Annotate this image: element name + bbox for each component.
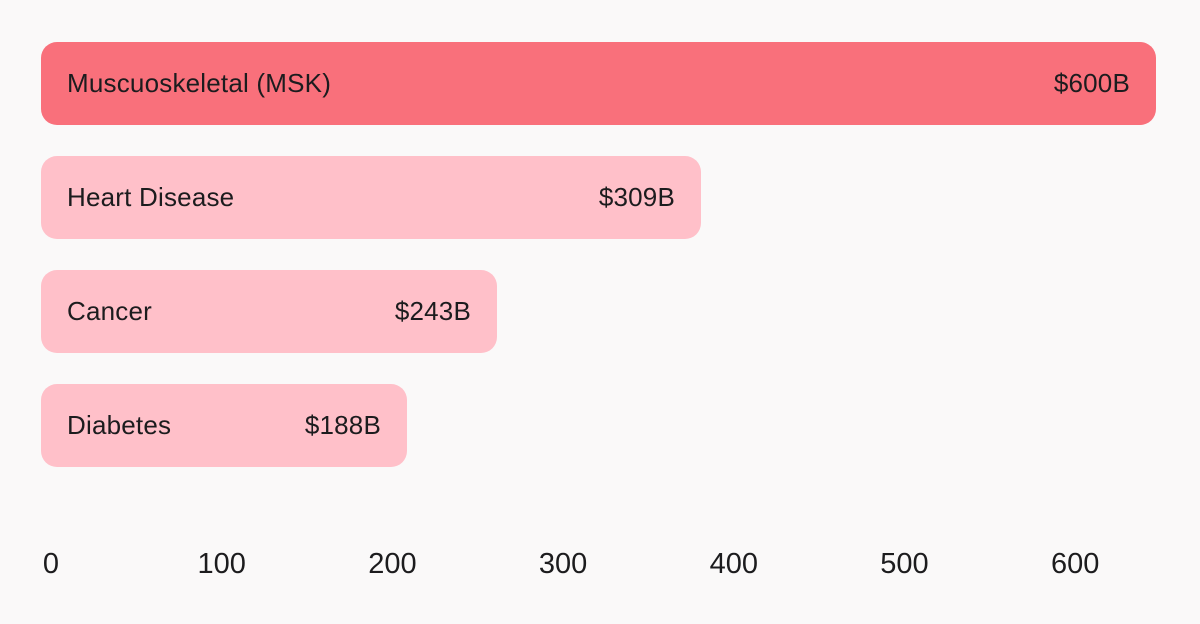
- bar-muscuoskeletal-msk: Muscuoskeletal (MSK) $600B: [41, 42, 1156, 125]
- bar-value-label: $243B: [394, 296, 471, 326]
- bar-cancer: Cancer $243B: [41, 270, 497, 353]
- x-axis-tick-500: 500: [880, 548, 929, 580]
- x-axis: 0 100 200 300 400 500 600: [0, 548, 1200, 588]
- bar-value-label: $309B: [598, 182, 675, 212]
- bar-diabetes: Diabetes $188B: [41, 384, 407, 467]
- bar-area: Muscuoskeletal (MSK) $600B Heart Disease $3…: [41, 42, 1156, 498]
- bar-category-label: Muscuoskeletal (MSK): [67, 68, 332, 98]
- bar-value-label: $188B: [304, 410, 381, 440]
- x-axis-tick-100: 100: [197, 548, 246, 580]
- bar-category-label: Cancer: [67, 296, 153, 326]
- bar-heart-disease: Heart Disease $309B: [41, 156, 701, 239]
- bar-category-label: Heart Disease: [67, 182, 235, 212]
- x-axis-tick-200: 200: [368, 548, 417, 580]
- bar-value-label: $600B: [1053, 68, 1130, 98]
- x-axis-tick-0: 0: [42, 548, 60, 580]
- x-axis-tick-300: 300: [538, 548, 588, 580]
- x-axis-tick-600: 600: [1050, 548, 1100, 580]
- x-axis-tick-400: 400: [709, 548, 758, 580]
- bar-category-label: Diabetes: [67, 410, 172, 440]
